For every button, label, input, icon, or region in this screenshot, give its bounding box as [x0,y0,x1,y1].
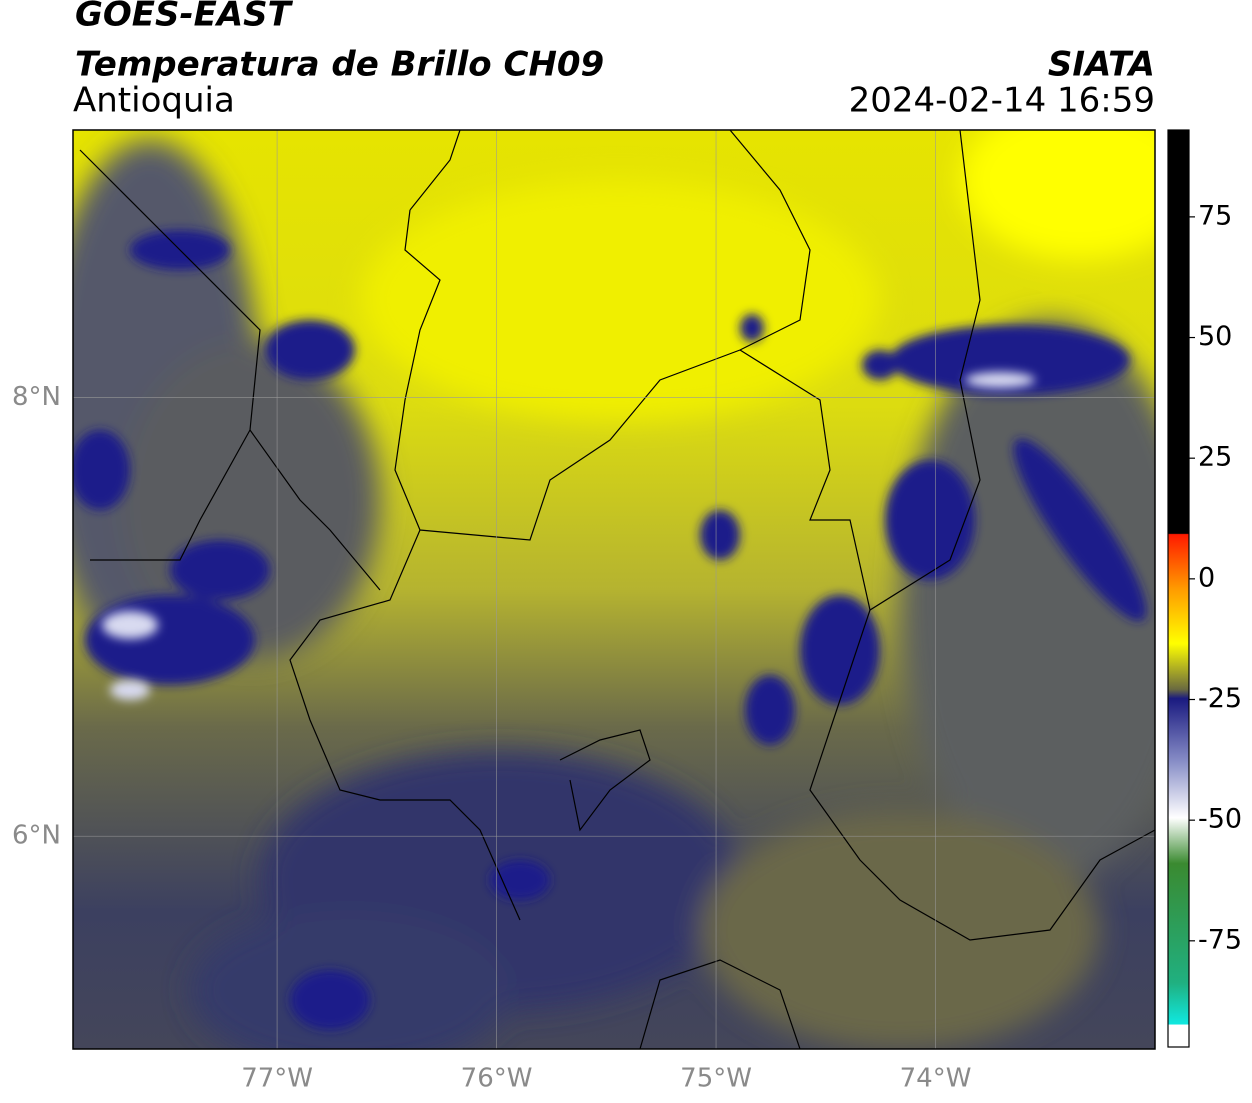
map-frame [72,129,1156,1050]
y-tick-label: 6°N [12,821,61,851]
colorbar-tick-label: 75 [1198,200,1232,231]
borders [79,130,1155,1049]
colorbar-tick-label: -50 [1198,804,1242,835]
colorbar [1167,129,1190,1048]
axis-ticks: 77°W 76°W 75°W 74°W 6°N 8°N [12,382,971,1093]
colorbar-tick-label: -75 [1198,924,1242,955]
colorbar-tick-label: 50 [1198,321,1232,352]
y-tick-label: 8°N [12,382,61,412]
x-tick-label: 77°W [241,1064,313,1094]
cloud-field [73,130,1155,1049]
cold-cloud-tops [73,230,1147,1030]
x-tick-label: 74°W [900,1064,972,1094]
subtitle: Temperatura de Brillo CH09 [75,45,604,85]
region: Antioquia [73,81,235,121]
x-tick-label: 76°W [461,1064,533,1094]
title: GOES-EAST [75,0,294,35]
imagery [73,130,1155,1049]
colorbar-ticks: 75 50 25 0 -25 -50 -75 [1189,200,1242,955]
datetime: 2024-02-14 16:59 [849,81,1155,121]
coldest-tops [102,372,1035,700]
grid [73,130,1155,1049]
colorbar-tick-label: 0 [1198,562,1215,593]
colorbar-tick-label: 25 [1198,442,1232,473]
source: SIATA [1048,45,1155,85]
colorbar-tick-label: -25 [1198,683,1242,714]
x-tick-label: 75°W [680,1064,752,1094]
